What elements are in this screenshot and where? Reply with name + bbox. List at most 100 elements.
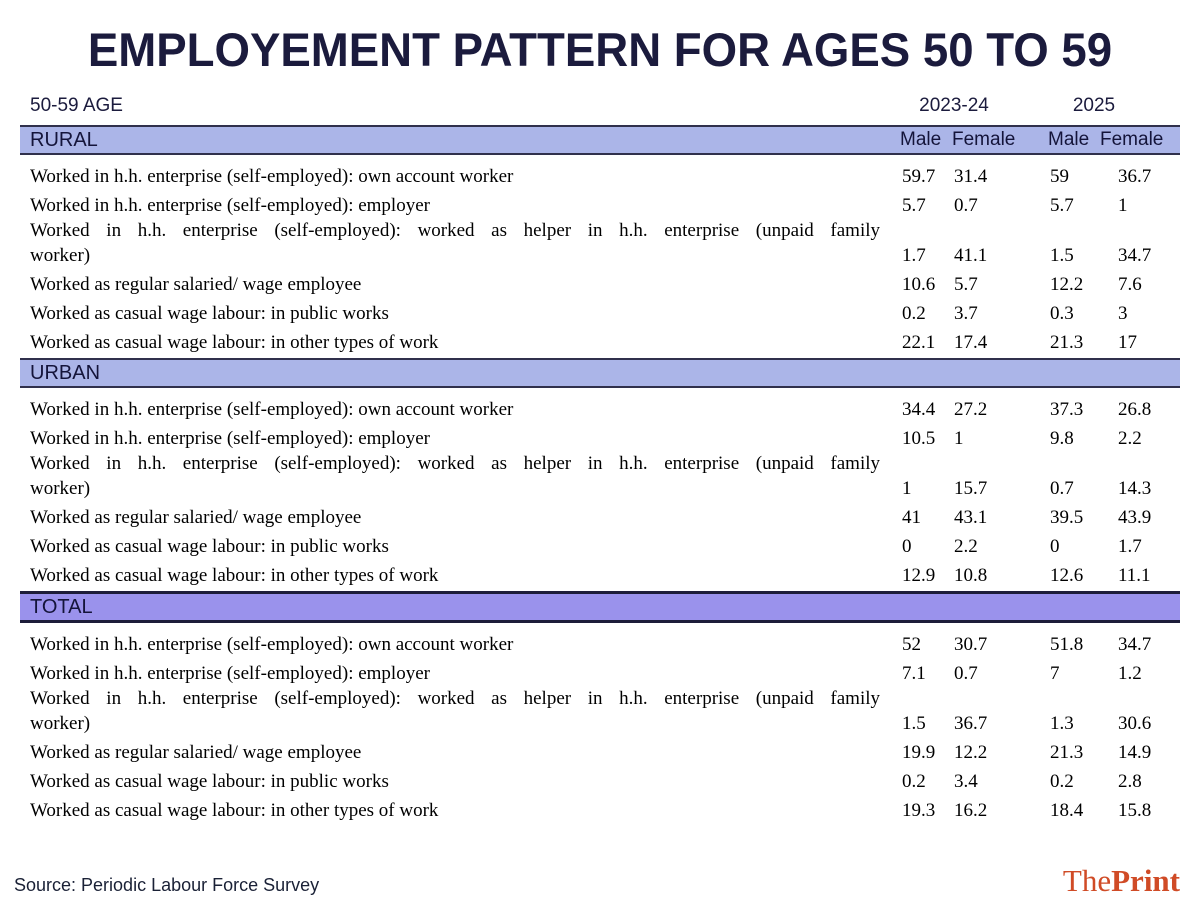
- source-note: Source: Periodic Labour Force Survey: [14, 875, 320, 895]
- row-label: Worked as regular salaried/ wage employe…: [20, 740, 900, 765]
- cell-value: 51.8: [1050, 634, 1084, 655]
- cell-value: 17.4: [954, 332, 988, 353]
- cell-value: 34.7: [1118, 245, 1152, 266]
- cell-value: 52: [902, 634, 921, 655]
- gender-header: Female: [1100, 129, 1164, 150]
- cell-value: 12.2: [954, 742, 988, 763]
- table-row: Worked as casual wage labour: in other t…: [20, 326, 1180, 355]
- row-label: Worked in h.h. enterprise (self-employed…: [20, 451, 900, 501]
- row-label: Worked in h.h. enterprise (self-employed…: [20, 426, 900, 451]
- section-band-total: TOTAL: [20, 591, 1180, 623]
- cell-value: 3.7: [954, 303, 978, 324]
- table-row: Worked in h.h. enterprise (self-employed…: [20, 189, 1180, 218]
- table-row: Worked as regular salaried/ wage employe…: [20, 501, 1180, 530]
- row-label-line1: Worked as casual wage labour: in other t…: [30, 332, 439, 353]
- cell-value: 0.7: [954, 195, 978, 216]
- row-label-line1: Worked as casual wage labour: in public …: [30, 303, 389, 324]
- row-label: Worked as casual wage labour: in public …: [20, 301, 900, 326]
- cell-value: 21.3: [1050, 332, 1084, 353]
- cell-value: 3: [1118, 303, 1128, 324]
- cell-value: 0.2: [1050, 771, 1074, 792]
- cell-value: 0.2: [902, 303, 926, 324]
- table-row: Worked as casual wage labour: in other t…: [20, 559, 1180, 588]
- row-label-line1: Worked in h.h. enterprise (self-employed…: [30, 688, 880, 709]
- table-row: Worked in h.h. enterprise (self-employed…: [20, 451, 1180, 501]
- table-row: Worked as casual wage labour: in public …: [20, 765, 1180, 794]
- cell-value: 9.8: [1050, 428, 1074, 449]
- row-label: Worked in h.h. enterprise (self-employed…: [20, 193, 900, 218]
- row-label-line1: Worked as casual wage labour: in public …: [30, 536, 389, 557]
- cell-value: 22.1: [902, 332, 936, 353]
- section-title: TOTAL: [30, 595, 93, 618]
- row-label-line2: worker): [30, 245, 91, 266]
- table-row: Worked in h.h. enterprise (self-employed…: [20, 160, 1180, 189]
- row-label-line1: Worked in h.h. enterprise (self-employed…: [30, 195, 430, 216]
- cell-value: 16.2: [954, 800, 988, 821]
- year-header-2025: 2025: [1072, 95, 1116, 116]
- row-label-line1: Worked in h.h. enterprise (self-employed…: [30, 428, 430, 449]
- cell-value: 1.2: [1118, 663, 1142, 684]
- row-label: Worked as casual wage labour: in public …: [20, 534, 900, 559]
- row-label-line1: Worked as casual wage labour: in other t…: [30, 565, 439, 586]
- gender-header: Male: [900, 129, 942, 150]
- cell-value: 17: [1118, 332, 1137, 353]
- age-group-label: 50-59 AGE: [30, 95, 123, 116]
- row-label: Worked in h.h. enterprise (self-employed…: [20, 661, 900, 686]
- cell-value: 14.9: [1118, 742, 1152, 763]
- table-row: Worked as casual wage labour: in other t…: [20, 794, 1180, 823]
- row-label: Worked in h.h. enterprise (self-employed…: [20, 397, 900, 422]
- cell-value: 27.2: [954, 399, 988, 420]
- cell-value: 5.7: [1050, 195, 1074, 216]
- section-band-urban: URBAN: [20, 358, 1180, 388]
- page-title: EMPLOYEMENT PATTERN FOR AGES 50 TO 59: [87, 23, 1113, 76]
- cell-value: 19.9: [902, 742, 936, 763]
- cell-value: 41: [902, 507, 921, 528]
- cell-value: 5.7: [902, 195, 926, 216]
- table-row: Worked as casual wage labour: in public …: [20, 530, 1180, 559]
- cell-value: 2.8: [1118, 771, 1142, 792]
- cell-value: 18.4: [1050, 800, 1084, 821]
- row-label: Worked in h.h. enterprise (self-employed…: [20, 686, 900, 736]
- cell-value: 10.6: [902, 274, 936, 295]
- row-label-line1: Worked in h.h. enterprise (self-employed…: [30, 220, 880, 241]
- row-label: Worked as regular salaried/ wage employe…: [20, 505, 900, 530]
- cell-value: 1: [954, 428, 964, 449]
- logo-the: The: [1062, 863, 1112, 898]
- cell-value: 0.3: [1050, 303, 1074, 324]
- cell-value: 1.7: [902, 245, 926, 266]
- row-label-line1: Worked as regular salaried/ wage employe…: [30, 507, 362, 528]
- employment-table: RURAL Male Female Male Female Worked in h.h. …: [20, 125, 1180, 826]
- table-header-row: 50-59 AGE 2023-24 2025: [20, 91, 1180, 117]
- row-label-line1: Worked in h.h. enterprise (self-employed…: [30, 166, 514, 187]
- table-row: Worked in h.h. enterprise (self-employed…: [20, 686, 1180, 736]
- cell-value: 36.7: [1118, 166, 1152, 187]
- row-label: Worked as casual wage labour: in other t…: [20, 330, 900, 355]
- gender-header: Female: [952, 129, 1016, 150]
- row-label-line1: Worked as regular salaried/ wage employe…: [30, 274, 362, 295]
- cell-value: 26.8: [1118, 399, 1152, 420]
- cell-value: 11.1: [1118, 565, 1151, 586]
- cell-value: 59: [1050, 166, 1069, 187]
- section-rows-urban: Worked in h.h. enterprise (self-employed…: [20, 388, 1180, 591]
- cell-value: 15.7: [954, 478, 988, 499]
- cell-value: 36.7: [954, 713, 988, 734]
- cell-value: 7: [1050, 663, 1060, 684]
- cell-value: 37.3: [1050, 399, 1084, 420]
- section-rows-total: Worked in h.h. enterprise (self-employed…: [20, 623, 1180, 826]
- cell-value: 34.4: [902, 399, 936, 420]
- cell-value: 2.2: [1118, 428, 1142, 449]
- cell-value: 10.5: [902, 428, 936, 449]
- table-row: Worked in h.h. enterprise (self-employed…: [20, 628, 1180, 657]
- cell-value: 0.7: [1050, 478, 1074, 499]
- table-row: Worked in h.h. enterprise (self-employed…: [20, 657, 1180, 686]
- cell-value: 1.3: [1050, 713, 1074, 734]
- row-label-line1: Worked in h.h. enterprise (self-employed…: [30, 634, 514, 655]
- table-row: Worked as regular salaried/ wage employe…: [20, 268, 1180, 297]
- cell-value: 12.9: [902, 565, 936, 586]
- cell-value: 14.3: [1118, 478, 1152, 499]
- row-label-line1: Worked as casual wage labour: in public …: [30, 771, 389, 792]
- row-label: Worked in h.h. enterprise (self-employed…: [20, 632, 900, 657]
- cell-value: 43.9: [1118, 507, 1152, 528]
- row-label: Worked as casual wage labour: in public …: [20, 769, 900, 794]
- cell-value: 10.8: [954, 565, 988, 586]
